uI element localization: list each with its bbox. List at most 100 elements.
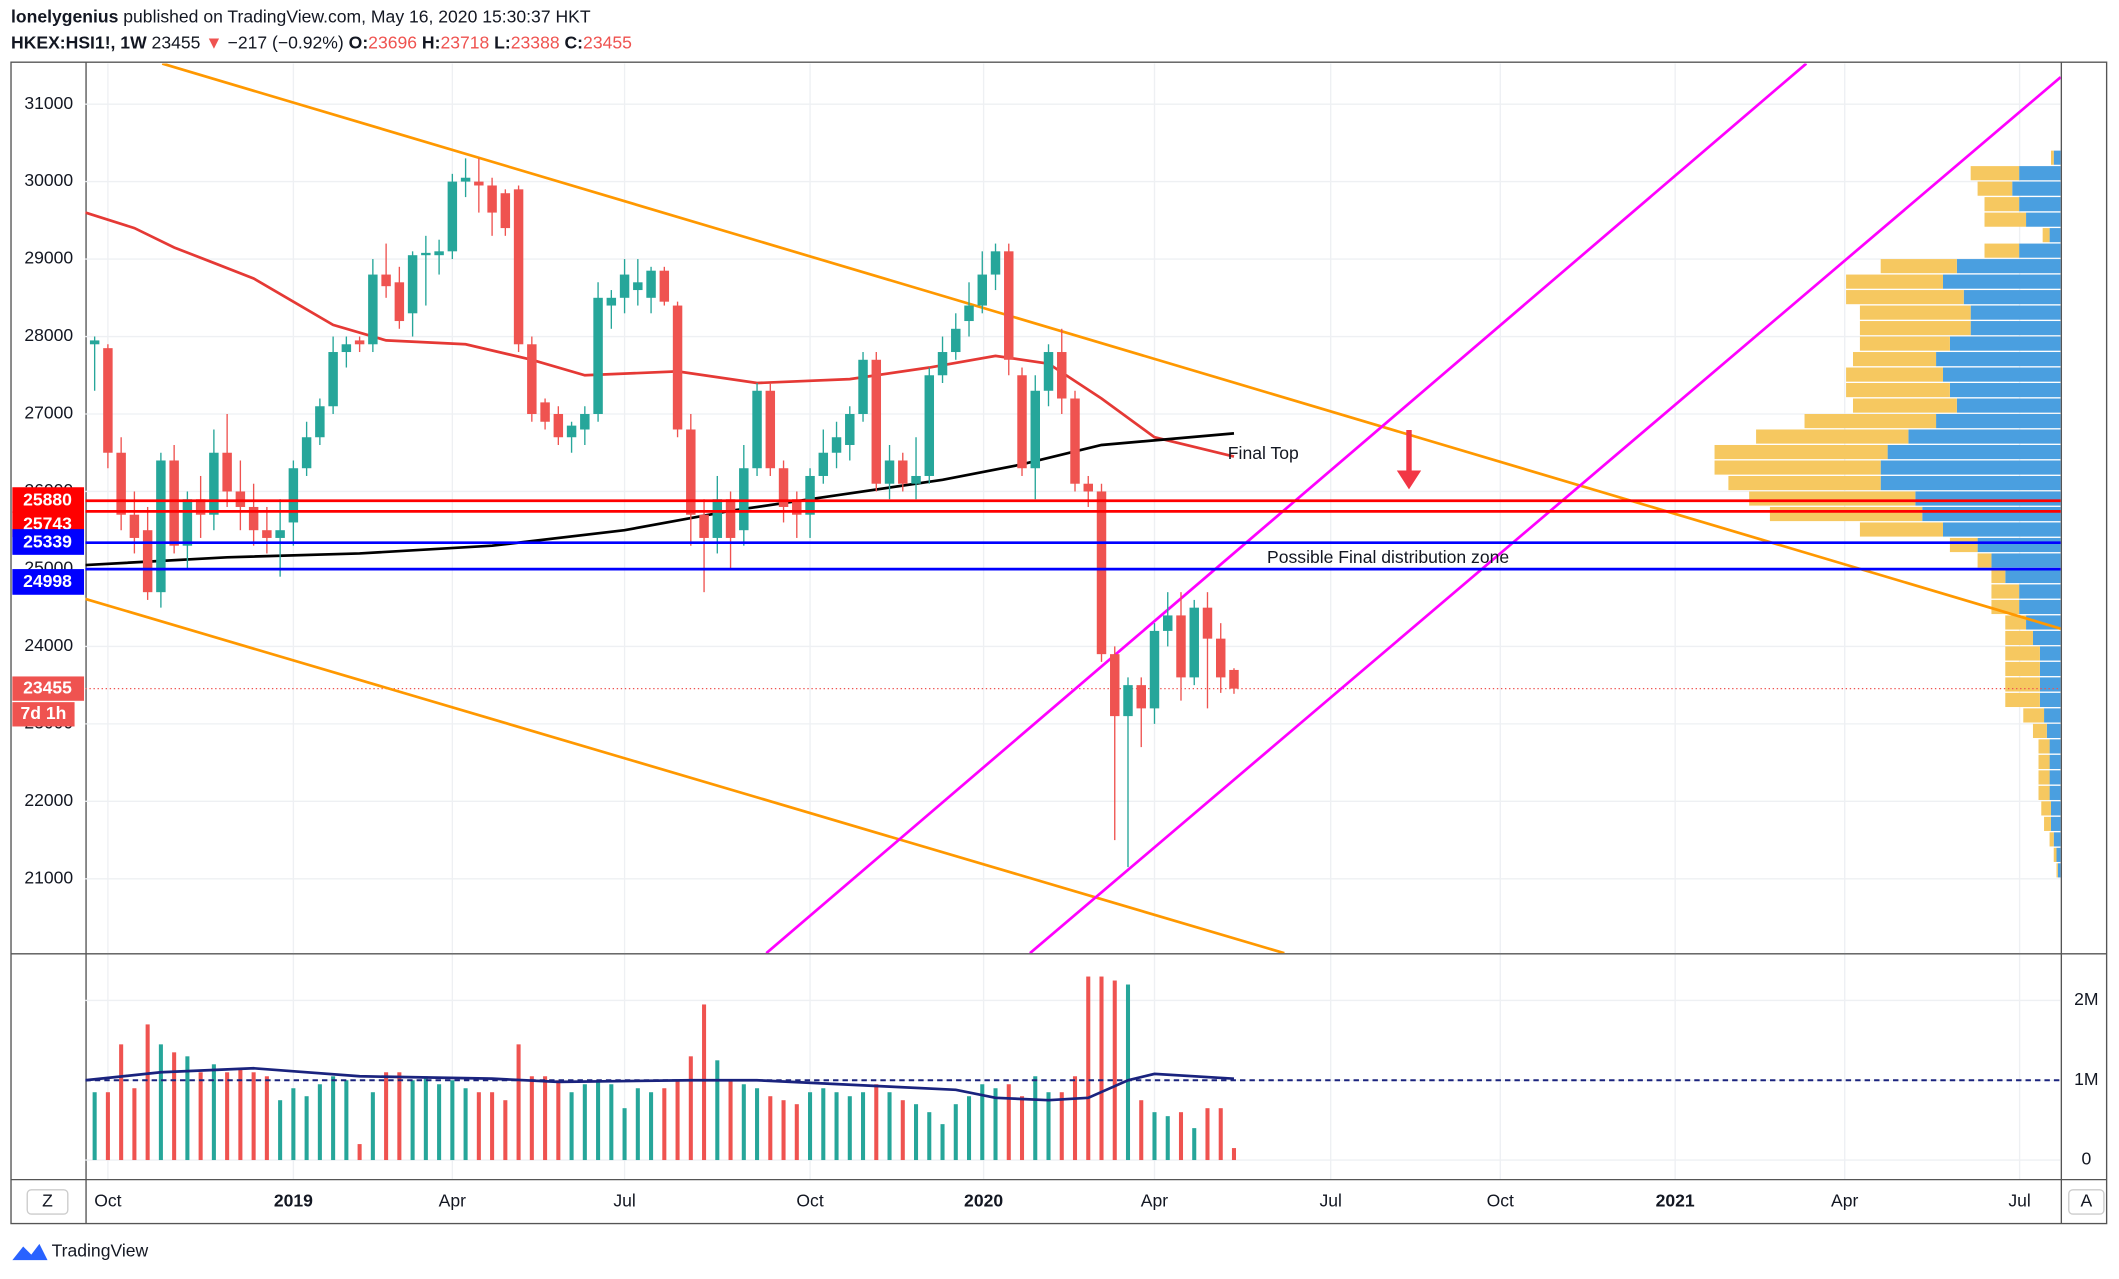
- candle-body: [182, 499, 193, 546]
- volume-bar: [609, 1084, 614, 1161]
- level-label-box: [12, 529, 85, 555]
- o-value: 23696: [368, 32, 417, 52]
- volume-bar: [1192, 1128, 1197, 1161]
- candle-body: [1004, 251, 1014, 360]
- profile-down: [1970, 305, 2061, 320]
- profile-up: [1977, 181, 2013, 196]
- candle-body: [368, 274, 378, 345]
- candle-body: [328, 352, 338, 407]
- candle-body: [1110, 654, 1120, 717]
- level-label-box: [12, 487, 85, 513]
- profile-down: [2050, 816, 2061, 831]
- candle-body: [1096, 491, 1107, 655]
- volume-bar: [1152, 1112, 1157, 1161]
- volume-bar: [887, 1092, 892, 1161]
- y2-tick-label: 2M: [2074, 989, 2098, 1009]
- candle-body: [1136, 685, 1146, 709]
- candle-body: [845, 414, 855, 445]
- y-tick-label: 28000: [24, 325, 73, 345]
- candle-body: [222, 452, 232, 492]
- symbol: HKEX:HSI1!, 1W: [11, 32, 147, 52]
- profile-up: [2050, 150, 2054, 165]
- profile-up: [1859, 321, 1971, 336]
- profile-up: [2038, 770, 2050, 785]
- profile-down: [2039, 646, 2061, 661]
- h-label: H:: [422, 32, 441, 52]
- candle-body: [739, 468, 749, 531]
- profile-up: [1991, 584, 2020, 599]
- y-tick-label: 27000: [24, 403, 73, 423]
- volume-bar: [423, 1076, 428, 1161]
- x-tick-label: Jul: [2008, 1191, 2030, 1211]
- candle-body: [1070, 398, 1080, 484]
- auto-button-label[interactable]: A: [2080, 1191, 2092, 1211]
- profile-down: [2049, 739, 2061, 754]
- profile-down: [1970, 321, 2061, 336]
- candle-body: [778, 468, 789, 507]
- profile-down: [2046, 723, 2061, 739]
- volume-bar: [357, 1144, 362, 1161]
- candle-body: [752, 390, 762, 469]
- profile-down: [1956, 398, 2061, 413]
- candle-body: [818, 452, 829, 476]
- candle-body: [156, 460, 166, 593]
- candle-body: [977, 274, 988, 306]
- volume-bar: [543, 1076, 548, 1161]
- volume-bar: [1218, 1108, 1223, 1161]
- volume-bar: [1072, 1076, 1078, 1161]
- x-tick-label: Jul: [613, 1191, 635, 1211]
- volume-bar: [119, 1044, 124, 1161]
- annotation: Possible Final distribution zone: [1267, 547, 1509, 567]
- candle-body: [898, 460, 908, 484]
- profile-down: [2053, 832, 2061, 847]
- candle-body: [659, 270, 670, 302]
- h-value: 23718: [440, 32, 489, 52]
- quote-line: HKEX:HSI1!, 1W 23455 ▼ −217 (−0.92%) O:2…: [11, 32, 632, 52]
- candle-body: [884, 460, 895, 484]
- profile-up: [1846, 367, 1943, 382]
- profile-down: [2012, 181, 2061, 196]
- volume-bar: [211, 1064, 216, 1161]
- trend-line: [85, 597, 1285, 954]
- profile-down: [1922, 506, 2061, 522]
- volume-bar: [649, 1092, 654, 1161]
- volume-bar: [92, 1092, 97, 1161]
- profile-up: [2044, 816, 2051, 831]
- profile-down: [2039, 661, 2061, 677]
- volume-bar: [768, 1096, 773, 1161]
- candle-body: [447, 181, 458, 252]
- y2-tick-label: 0: [2081, 1149, 2091, 1169]
- volume-bar: [331, 1076, 336, 1161]
- candle-body: [142, 530, 153, 593]
- candle-body: [487, 185, 497, 213]
- profile-up: [1852, 352, 1937, 367]
- profile-up: [1949, 537, 1978, 553]
- volume-bar: [1165, 1116, 1170, 1161]
- volume-bar: [635, 1088, 640, 1161]
- volume-bar: [808, 1092, 813, 1161]
- volume-bar: [847, 1096, 852, 1161]
- volume-bar: [861, 1092, 866, 1161]
- volume-bar: [927, 1112, 932, 1161]
- profile-down: [2053, 150, 2061, 165]
- profile-up: [1984, 212, 2027, 227]
- candle-body: [275, 530, 285, 538]
- volume-bar: [185, 1056, 190, 1161]
- auto-button[interactable]: [2068, 1189, 2105, 1215]
- profile-down: [2005, 568, 2061, 584]
- profile-up: [1846, 274, 1943, 289]
- zoom-button-label[interactable]: Z: [42, 1191, 53, 1211]
- profile-up: [1984, 197, 2020, 212]
- volume-bar: [675, 1080, 680, 1161]
- candle-body: [606, 297, 617, 306]
- profile-down: [1956, 259, 2061, 274]
- profile-up: [2038, 785, 2050, 800]
- candle-body: [686, 429, 696, 515]
- zoom-button[interactable]: [26, 1189, 69, 1215]
- last-price: 23455: [152, 32, 201, 52]
- y-tick-label: 30000: [24, 170, 73, 190]
- volume-bar: [834, 1092, 839, 1161]
- volume-bar: [1099, 976, 1104, 1161]
- volume-bar: [304, 1096, 309, 1161]
- candle-body: [911, 475, 921, 484]
